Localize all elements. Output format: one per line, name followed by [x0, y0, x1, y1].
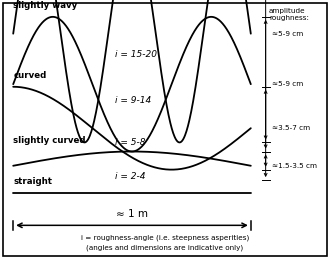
Text: i = roughness-angle (i.e. steepness asperities): i = roughness-angle (i.e. steepness aspe… — [81, 234, 249, 241]
Text: slightly wavy: slightly wavy — [13, 1, 78, 10]
Text: ≈5-9 cm: ≈5-9 cm — [272, 81, 304, 87]
Text: slightly curved: slightly curved — [13, 136, 86, 145]
Text: straight: straight — [13, 177, 52, 186]
Text: ≈3.5-7 cm: ≈3.5-7 cm — [272, 125, 311, 131]
Text: ≈5-9 cm: ≈5-9 cm — [272, 31, 304, 37]
Text: i = 9-14: i = 9-14 — [115, 96, 152, 105]
Text: (angles and dimensions are indicative only): (angles and dimensions are indicative on… — [86, 245, 244, 251]
Text: amplitude
roughness:: amplitude roughness: — [269, 8, 309, 21]
Text: ≈ 1 m: ≈ 1 m — [116, 209, 148, 219]
Text: curved: curved — [13, 71, 47, 80]
Text: i = 15-20: i = 15-20 — [115, 50, 157, 59]
Text: i = 5-8: i = 5-8 — [115, 138, 146, 147]
Text: i = 2-4: i = 2-4 — [115, 172, 146, 181]
Text: ≈1.5-3.5 cm: ≈1.5-3.5 cm — [272, 163, 317, 169]
